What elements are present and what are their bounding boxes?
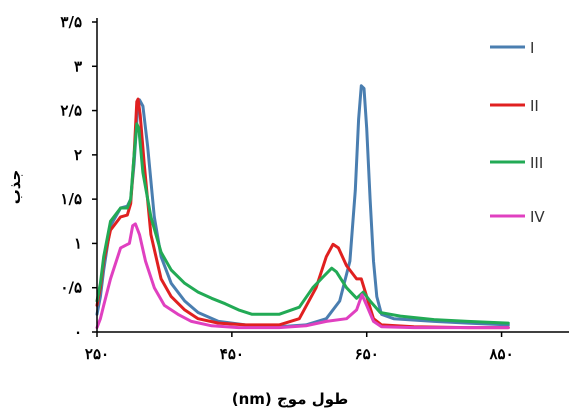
- legend-label-4: IV: [530, 208, 545, 226]
- series-line-2: [95, 97, 510, 330]
- x-tick-label: ۲۵۰: [85, 345, 109, 363]
- y-tick-label: ۱/۵: [60, 190, 82, 208]
- series-line-3: [95, 122, 510, 325]
- y-tick-label: ۲: [74, 146, 82, 164]
- legend-label-2: II: [530, 97, 539, 115]
- y-tick-label: ۱: [74, 234, 82, 252]
- series-line-1: [95, 84, 510, 329]
- plot-area: [95, 84, 510, 330]
- y-tick-label: ۰: [74, 323, 82, 341]
- legend-label-3: III: [530, 154, 543, 172]
- legend-label-1: I: [530, 39, 534, 57]
- y-axis-title: جذب: [6, 170, 24, 205]
- x-tick-label: ۸۵۰: [488, 345, 513, 363]
- x-tick-label: ۴۵۰: [220, 345, 244, 363]
- y-tick-label: ۳/۵: [60, 13, 82, 31]
- axes: ۰ ۰/۵ ۱ ۱/۵ ۲ ۲/۵ ۳ ۳/۵ ۲۵۰ ۴۵۰ ۶۵۰ ۸۵۰: [60, 13, 569, 363]
- series-line-4: [95, 222, 510, 330]
- y-tick-label: ۲/۵: [60, 102, 82, 120]
- x-axis-title: طول موج (nm): [232, 390, 349, 408]
- x-tick-label: ۶۵۰: [355, 345, 379, 363]
- y-tick-label: ۳: [74, 57, 82, 75]
- y-tick-label: ۰/۵: [60, 279, 82, 297]
